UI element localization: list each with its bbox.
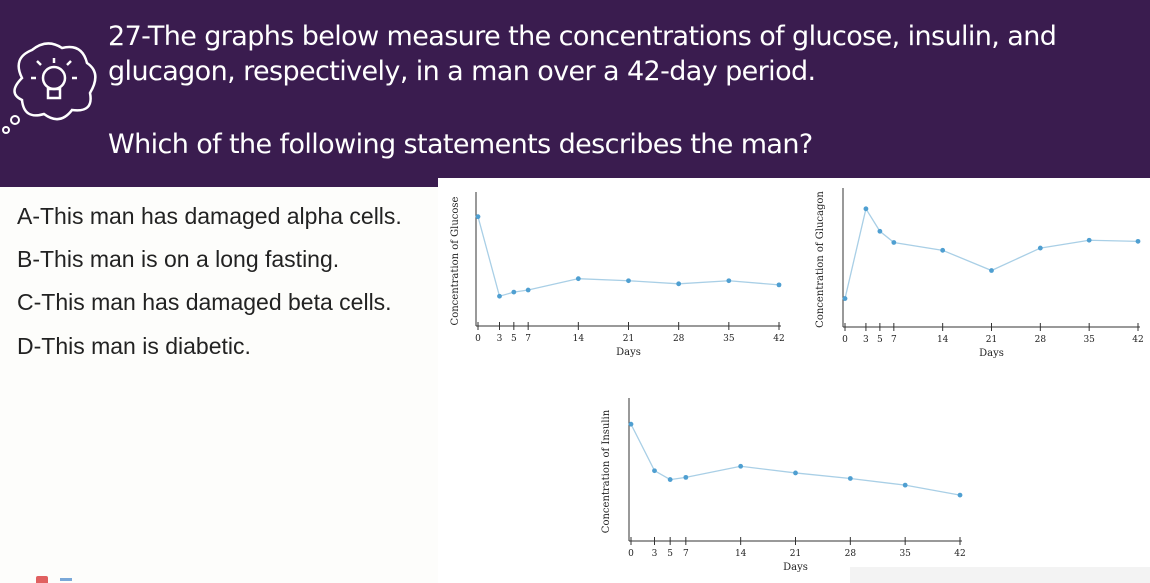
x-tick-label: 28 <box>1035 335 1047 345</box>
question-header: 27-The graphs below measure the concentr… <box>0 0 1150 178</box>
data-point <box>1037 245 1043 251</box>
data-point <box>891 240 897 245</box>
x-tick-label: 0 <box>475 334 481 344</box>
data-point <box>1135 238 1141 244</box>
x-tick-label: 28 <box>845 549 857 559</box>
app-icon-secondary <box>60 578 72 581</box>
x-tick-label: 3 <box>863 335 869 345</box>
x-tick-label: 3 <box>497 334 503 344</box>
y-axis-label: Concentration of Insulin <box>601 409 612 533</box>
data-point <box>1086 237 1092 243</box>
y-axis-label: Concentration of Glucose <box>450 196 461 325</box>
option-a[interactable]: A-This man has damaged alpha cells. <box>17 203 402 229</box>
y-axis-label: Concentration of Glucagon <box>815 191 826 328</box>
x-tick-label: 5 <box>877 335 883 345</box>
x-tick-label: 42 <box>773 334 784 344</box>
option-c[interactable]: C-This man has damaged beta cells. <box>17 289 392 315</box>
header-extension <box>0 178 438 187</box>
x-axis-label: Days <box>783 562 808 573</box>
option-d[interactable]: D-This man is diabetic. <box>17 333 251 359</box>
data-point <box>863 206 869 212</box>
x-tick-label: 28 <box>673 334 685 344</box>
data-point <box>575 276 581 282</box>
x-tick-label: 35 <box>1083 335 1095 345</box>
x-tick-label: 35 <box>899 549 911 559</box>
data-point <box>511 289 517 295</box>
data-point <box>957 492 963 498</box>
data-point <box>667 477 673 482</box>
footer-strip <box>850 567 1150 583</box>
data-point <box>683 474 689 480</box>
data-point <box>525 287 531 293</box>
data-point <box>475 214 481 220</box>
lightbulb-idea-icon <box>2 42 97 134</box>
x-tick-label: 14 <box>735 549 747 559</box>
x-tick-label: 21 <box>790 549 801 559</box>
data-point <box>738 463 744 469</box>
data-point <box>497 293 502 299</box>
series-line <box>844 207 1139 299</box>
data-point <box>877 228 883 234</box>
x-axis-label: Days <box>979 348 1004 359</box>
x-tick-label: 0 <box>842 335 848 345</box>
data-point <box>626 278 631 284</box>
x-tick-label: 42 <box>954 549 965 559</box>
x-tick-label: 35 <box>723 334 735 344</box>
x-tick-label: 5 <box>667 549 673 559</box>
x-tick-label: 7 <box>683 549 689 559</box>
answer-options: A-This man has damaged alpha cells. B-Th… <box>0 187 438 583</box>
series-line <box>630 423 961 496</box>
question-prompt: Which of the following statements descri… <box>108 129 813 160</box>
data-point <box>847 476 853 481</box>
x-tick-label: 3 <box>652 549 658 559</box>
x-tick-label: 5 <box>511 334 517 344</box>
data-point <box>676 281 682 287</box>
data-point <box>726 278 732 284</box>
question-text-line-2: glucagon, respectively, in a man over a … <box>108 56 816 87</box>
data-point <box>940 247 946 253</box>
x-tick-label: 0 <box>628 549 634 559</box>
data-point <box>842 296 848 301</box>
question-text-line-1: 27-The graphs below measure the concentr… <box>108 21 1057 52</box>
data-point <box>776 282 782 288</box>
data-point <box>793 470 798 476</box>
x-axis-label: Days <box>616 347 641 358</box>
x-tick-label: 14 <box>573 334 585 344</box>
data-point <box>628 421 634 427</box>
x-tick-label: 42 <box>1132 335 1143 345</box>
app-icon <box>36 576 48 583</box>
data-point <box>902 482 908 488</box>
x-tick-label: 7 <box>525 334 531 344</box>
x-tick-label: 21 <box>986 335 997 345</box>
x-tick-label: 14 <box>937 335 949 345</box>
data-point <box>989 268 994 273</box>
x-tick-label: 7 <box>891 335 897 345</box>
x-tick-label: 21 <box>623 334 634 344</box>
series-line <box>477 216 780 298</box>
option-b[interactable]: B-This man is on a long fasting. <box>17 246 340 272</box>
data-point <box>652 468 657 474</box>
